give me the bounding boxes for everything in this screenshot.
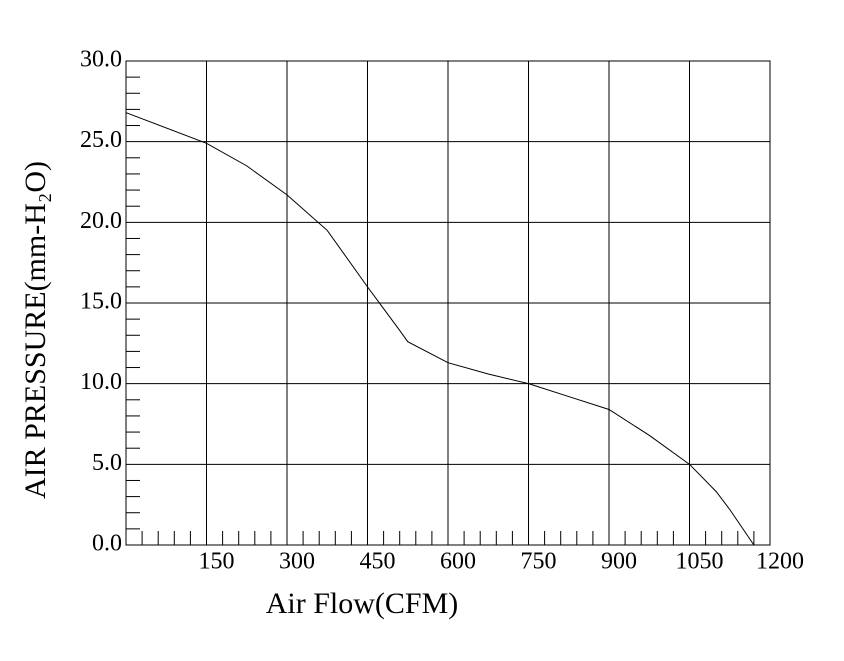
y-tick-label: 20.0 xyxy=(80,208,122,234)
x-tick-label: 600 xyxy=(440,549,476,575)
x-tick-label: 300 xyxy=(279,549,315,575)
y-tick-label: 30.0 xyxy=(80,47,122,73)
y-tick-label: 10.0 xyxy=(80,369,122,395)
x-tick-label: 150 xyxy=(199,549,235,575)
y-axis-title: AIR PRESSURE(mm-H₂O) xyxy=(19,161,52,499)
y-tick-label: 0.0 xyxy=(92,531,122,557)
y-tick-label: 15.0 xyxy=(80,289,122,315)
x-tick-label: 900 xyxy=(601,549,637,575)
x-tick-label: 1050 xyxy=(676,549,724,575)
x-tick-label: 750 xyxy=(521,549,557,575)
y-tick-label: 25.0 xyxy=(80,127,122,153)
x-tick-label: 450 xyxy=(360,549,396,575)
data-line xyxy=(125,112,755,546)
x-tick-label: 1200 xyxy=(756,549,804,575)
x-axis-title: Air Flow(CFM) xyxy=(266,587,459,620)
y-tick-label: 5.0 xyxy=(92,450,122,476)
